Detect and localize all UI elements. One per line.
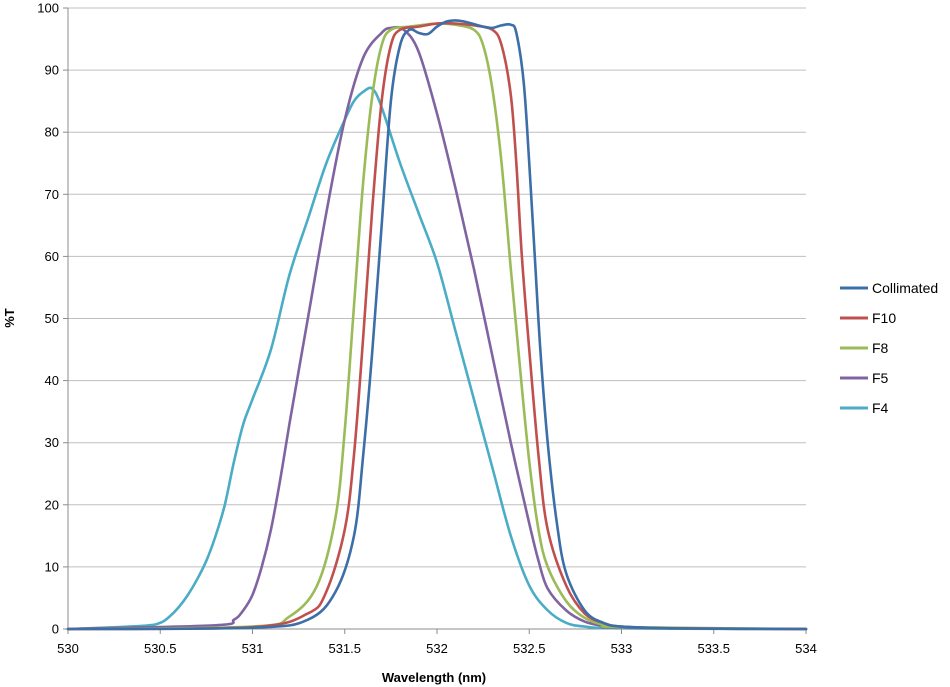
y-tick-label: 80 [45,125,59,140]
legend: Collimated F10 F8 F5 F4 [840,280,938,416]
y-tick-label: 20 [45,497,59,512]
y-tick-label: 0 [52,622,59,637]
y-tick-label: 40 [45,373,59,388]
series-line-f8 [66,22,808,631]
y-tick-label: 10 [45,559,59,574]
x-tick-label: 530.5 [144,641,177,656]
y-tick-label: 30 [45,435,59,450]
x-tick-label: 533 [611,641,633,656]
tick-labels: 0 10 20 30 40 50 60 70 80 90 100 530 530.5 531 531.5 53… [37,1,817,657]
legend-label-f8: F8 [872,340,889,356]
series-line-f10 [66,21,808,631]
legend-label-f4: F4 [872,400,889,416]
series-line-f5 [66,25,808,631]
y-tick-label: 100 [37,1,59,16]
x-tick-label: 534 [795,641,817,656]
x-tick-label: 530 [57,641,79,656]
y-tick-label: 50 [45,311,59,326]
series-line-collimated [66,19,808,631]
x-axis-title: Wavelength (nm) [382,670,486,685]
x-tick-label: 532.5 [513,641,546,656]
series-lines [66,19,808,631]
y-axis-title: %T [2,308,17,328]
legend-label-f5: F5 [872,370,889,386]
series-line-f4 [66,86,808,631]
y-tick-label: 60 [45,249,59,264]
y-tick-label: 70 [45,187,59,202]
legend-label-collimated: Collimated [872,280,938,296]
gridlines [68,7,806,630]
x-tick-label: 531 [242,641,264,656]
x-tick-label: 533.5 [697,641,730,656]
x-tick-label: 531.5 [328,641,361,656]
x-tick-label: 532 [426,641,448,656]
legend-label-f10: F10 [872,310,896,326]
y-tick-label: 90 [45,63,59,78]
